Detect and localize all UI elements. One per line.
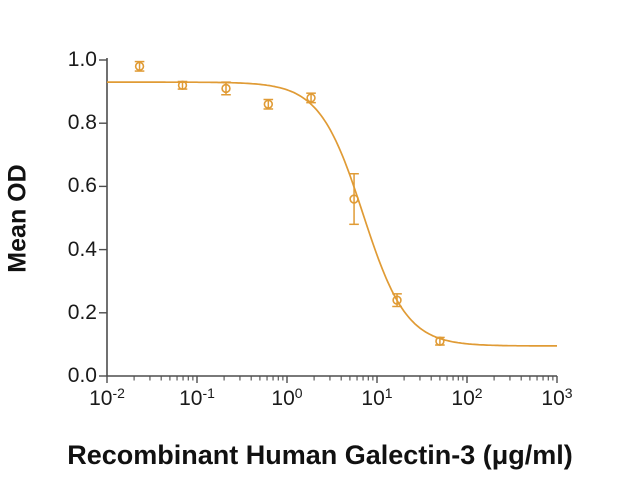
x-tick-label: 101 [361,385,393,410]
y-tick-label: 0.8 [67,111,97,135]
y-tick-label: 0.6 [67,174,97,198]
y-axis-title: Mean OD [3,164,32,273]
data-point-marker [349,194,359,204]
data-point-marker [263,99,274,109]
x-tick-label: 10-2 [89,385,125,410]
y-tick-label: 1.0 [67,48,97,71]
y-tick-label: 0.4 [67,237,97,261]
data-point-marker [306,93,316,103]
x-axis-title: Recombinant Human Galectin-3 (μg/ml) [67,440,573,470]
data-point-marker [221,83,231,94]
data-point-marker [392,295,402,305]
x-tick-label: 102 [451,385,483,410]
y-tick-label: 0.2 [67,300,97,324]
data-point-marker [435,336,445,346]
x-tick-label: 100 [271,385,303,410]
y-tick-label: 0.0 [67,364,97,387]
x-tick-label: 10-1 [179,385,215,410]
data-point-marker [177,80,188,90]
data-point-marker [134,61,145,72]
x-tick-label: 103 [541,385,573,410]
fit-curve [107,81,557,347]
